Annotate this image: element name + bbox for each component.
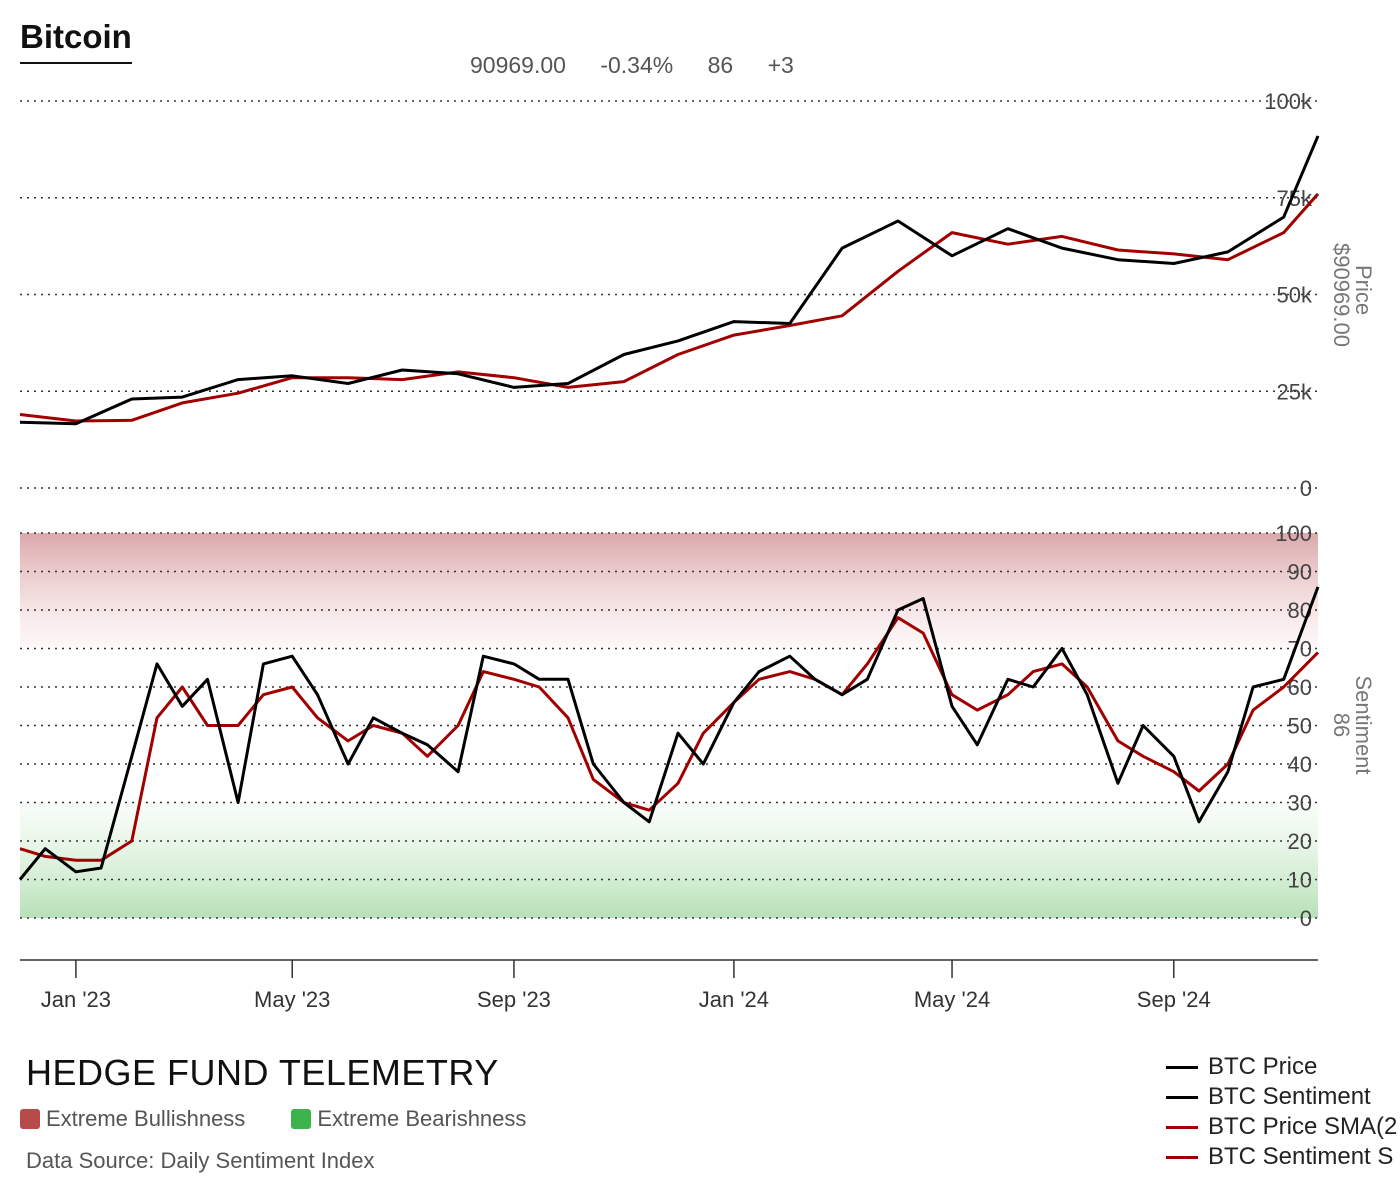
x-tick-label: Jan '24 bbox=[699, 987, 769, 1012]
sentiment-tick-label: 0 bbox=[1300, 906, 1312, 931]
zone-legend-label: Extreme Bearishness bbox=[317, 1106, 527, 1131]
sentiment-tick-label: 10 bbox=[1288, 868, 1312, 893]
sentiment-tick-label: 90 bbox=[1288, 560, 1312, 585]
series-layer bbox=[18, 135, 1320, 881]
price-axis-value: $90969.00 bbox=[1329, 243, 1354, 347]
btc-price-line bbox=[19, 135, 1320, 426]
sentiment-axis-label: Sentiment bbox=[1351, 675, 1376, 774]
sentiment-tick-label: 30 bbox=[1288, 791, 1312, 816]
price-value: 90969.00 bbox=[470, 52, 566, 78]
price-tick-label: 25k bbox=[1277, 379, 1313, 404]
chart-title-tab[interactable]: Bitcoin bbox=[20, 18, 132, 64]
price-tick-label: 100k bbox=[1264, 89, 1313, 114]
zone-legend: Extreme Bullishness Extreme Bearishness bbox=[20, 1106, 572, 1132]
x-axis: Jan '23 May '23 Sep '23 Jan '24 May '24 Sep '… bbox=[41, 960, 1211, 1012]
extreme-bullishness-zone bbox=[20, 533, 1318, 647]
legend-item-btc-sentiment[interactable]: BTC Sentiment bbox=[1166, 1082, 1400, 1112]
btc-price-sma-line bbox=[19, 192, 1320, 423]
price-change: -0.34% bbox=[600, 52, 674, 78]
data-source: Data Source: Daily Sentiment Index bbox=[26, 1148, 375, 1173]
legend-label: BTC Price bbox=[1208, 1053, 1318, 1080]
zone-legend-bearish[interactable]: Extreme Bearishness bbox=[291, 1106, 526, 1132]
price-tick-label: 50k bbox=[1277, 283, 1313, 308]
brand-name: HEDGE FUND TELEMETRY bbox=[26, 1052, 499, 1093]
legend-line-black bbox=[1166, 1065, 1198, 1069]
legend-label: BTC Price SMA(2 bbox=[1208, 1113, 1398, 1140]
price-readout: 90969.00 -0.34% 86 +3 bbox=[470, 52, 822, 79]
x-tick-label: Sep '23 bbox=[477, 987, 551, 1012]
sentiment-axis-value: 86 bbox=[1329, 713, 1354, 737]
zone-legend-label: Extreme Bullishness bbox=[46, 1106, 246, 1131]
zone-legend-bullish[interactable]: Extreme Bullishness bbox=[20, 1106, 245, 1132]
price-axis-label: Price bbox=[1351, 265, 1376, 315]
legend-label: BTC Sentiment S bbox=[1208, 1143, 1394, 1170]
bullish-swatch bbox=[20, 1109, 40, 1129]
sentiment-tick-label: 20 bbox=[1288, 829, 1312, 854]
x-tick-label: May '23 bbox=[254, 987, 330, 1012]
legend-item-btc-price[interactable]: BTC Price bbox=[1166, 1052, 1400, 1082]
btc-sentiment-line bbox=[18, 586, 1320, 881]
x-tick-label: Sep '24 bbox=[1137, 987, 1211, 1012]
x-tick-label: Jan '23 bbox=[41, 987, 111, 1012]
bearish-swatch bbox=[291, 1109, 312, 1129]
legend-line-red bbox=[1166, 1125, 1198, 1129]
extreme-bearishness-zone bbox=[20, 803, 1318, 918]
sentiment-change: +3 bbox=[767, 52, 794, 78]
sentiment-tick-label: 100 bbox=[1275, 521, 1312, 546]
sentiment-tick-label: 40 bbox=[1288, 752, 1312, 777]
legend-label: BTC Sentiment bbox=[1208, 1083, 1371, 1110]
sentiment-tick-label: 50 bbox=[1288, 714, 1312, 739]
series-legend: BTC Price BTC Sentiment BTC Price SMA(2 … bbox=[1166, 1052, 1400, 1172]
legend-line-black bbox=[1166, 1095, 1198, 1099]
x-tick-label: May '24 bbox=[914, 987, 990, 1012]
btc-sentiment-sma-line bbox=[19, 616, 1320, 862]
legend-item-btc-price-sma[interactable]: BTC Price SMA(2 bbox=[1166, 1112, 1400, 1142]
price-tick-label: 0 bbox=[1300, 476, 1312, 501]
sentiment-value: 86 bbox=[707, 52, 734, 78]
legend-line-red bbox=[1166, 1155, 1198, 1159]
legend-item-btc-sentiment-sma[interactable]: BTC Sentiment S bbox=[1166, 1142, 1400, 1172]
